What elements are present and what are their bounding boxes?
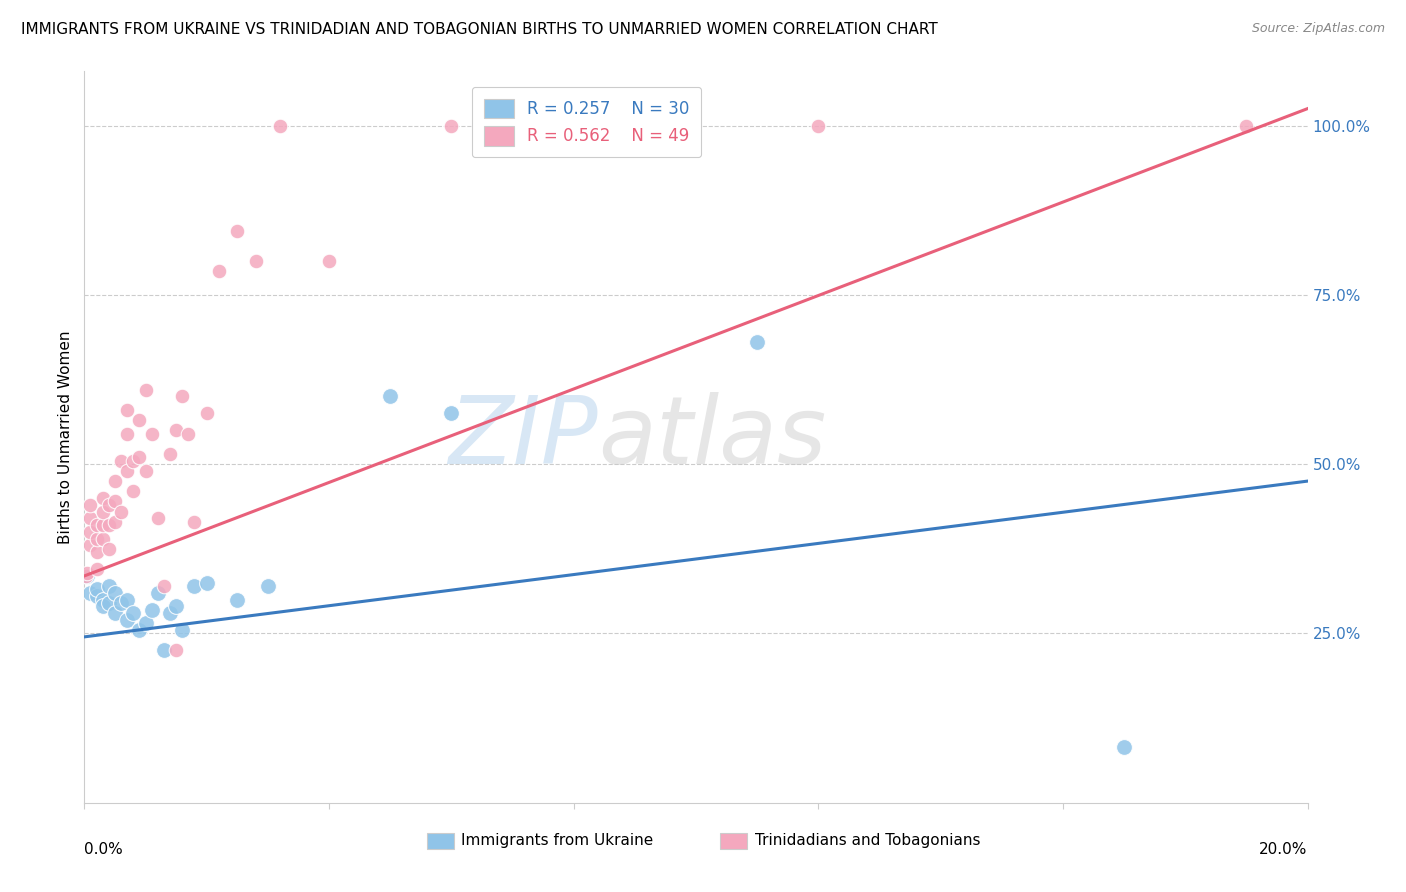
- Point: [79, 511, 101, 525]
- Point: [135, 383, 157, 397]
- Point: [122, 484, 145, 499]
- Point: [75, 569, 97, 583]
- Point: [141, 603, 163, 617]
- Point: [128, 450, 150, 465]
- Text: atlas: atlas: [598, 392, 827, 483]
- Point: [86, 589, 108, 603]
- Point: [115, 464, 138, 478]
- Point: [183, 515, 205, 529]
- Point: [115, 613, 138, 627]
- Point: [807, 119, 830, 133]
- Point: [146, 511, 169, 525]
- Point: [183, 579, 205, 593]
- Point: [135, 616, 157, 631]
- Point: [1236, 119, 1258, 133]
- Point: [110, 596, 132, 610]
- Point: [208, 264, 231, 278]
- Point: [97, 596, 120, 610]
- Point: [79, 586, 101, 600]
- Text: Immigrants from Ukraine: Immigrants from Ukraine: [461, 833, 654, 848]
- Point: [172, 389, 194, 403]
- Point: [153, 643, 176, 657]
- Point: [226, 592, 249, 607]
- Point: [91, 599, 114, 614]
- Point: [104, 586, 127, 600]
- Point: [165, 599, 187, 614]
- Point: [115, 403, 138, 417]
- Point: [141, 426, 163, 441]
- Point: [86, 532, 108, 546]
- FancyBboxPatch shape: [427, 833, 454, 849]
- Point: [97, 518, 120, 533]
- Point: [91, 505, 114, 519]
- Point: [128, 413, 150, 427]
- Point: [79, 538, 101, 552]
- FancyBboxPatch shape: [720, 833, 748, 849]
- Point: [97, 579, 120, 593]
- Point: [195, 406, 218, 420]
- Point: [104, 515, 127, 529]
- Point: [440, 406, 463, 420]
- Point: [165, 643, 187, 657]
- Point: [122, 606, 145, 620]
- Point: [440, 119, 463, 133]
- Point: [86, 582, 108, 597]
- Point: [86, 518, 108, 533]
- Point: [97, 541, 120, 556]
- Point: [245, 254, 267, 268]
- Text: IMMIGRANTS FROM UKRAINE VS TRINIDADIAN AND TOBAGONIAN BIRTHS TO UNMARRIED WOMEN : IMMIGRANTS FROM UKRAINE VS TRINIDADIAN A…: [21, 22, 938, 37]
- Point: [76, 569, 98, 583]
- Point: [97, 498, 120, 512]
- Point: [104, 474, 127, 488]
- Point: [269, 119, 291, 133]
- Point: [135, 464, 157, 478]
- Point: [172, 623, 194, 637]
- Point: [91, 491, 114, 505]
- Point: [110, 454, 132, 468]
- Point: [86, 545, 108, 559]
- Point: [165, 423, 187, 437]
- Text: Trinidadians and Tobagonians: Trinidadians and Tobagonians: [755, 833, 980, 848]
- Point: [195, 575, 218, 590]
- Point: [159, 606, 181, 620]
- Text: 0.0%: 0.0%: [84, 842, 124, 856]
- Point: [257, 579, 280, 593]
- Point: [79, 524, 101, 539]
- Point: [318, 254, 340, 268]
- Point: [91, 518, 114, 533]
- Point: [76, 566, 98, 580]
- Point: [146, 586, 169, 600]
- Point: [91, 592, 114, 607]
- Point: [115, 426, 138, 441]
- Point: [104, 494, 127, 508]
- Point: [128, 623, 150, 637]
- Point: [91, 532, 114, 546]
- Point: [159, 447, 181, 461]
- Legend: R = 0.257    N = 30, R = 0.562    N = 49: R = 0.257 N = 30, R = 0.562 N = 49: [472, 87, 702, 157]
- Point: [226, 223, 249, 237]
- Y-axis label: Births to Unmarried Women: Births to Unmarried Women: [58, 330, 73, 544]
- Text: ZIP: ZIP: [449, 392, 598, 483]
- Point: [1114, 740, 1136, 755]
- Point: [747, 335, 769, 350]
- Point: [115, 592, 138, 607]
- Text: Source: ZipAtlas.com: Source: ZipAtlas.com: [1251, 22, 1385, 36]
- Point: [153, 579, 176, 593]
- Text: 20.0%: 20.0%: [1260, 842, 1308, 856]
- Point: [104, 606, 127, 620]
- Point: [380, 389, 402, 403]
- Point: [86, 562, 108, 576]
- Point: [122, 454, 145, 468]
- Point: [79, 498, 101, 512]
- Point: [177, 426, 200, 441]
- Point: [110, 505, 132, 519]
